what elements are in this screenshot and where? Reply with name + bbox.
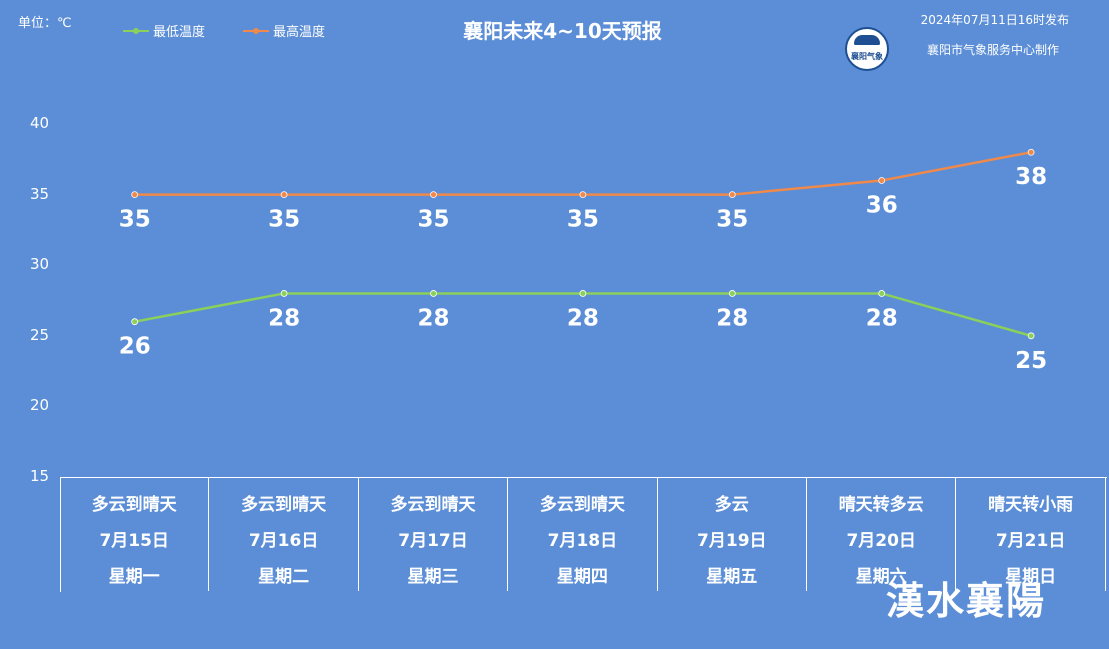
day-column: 多云到晴天 7月17日星期三	[359, 477, 509, 591]
logo-roof-icon	[854, 35, 880, 45]
logo-text: 襄阳气象	[851, 52, 883, 61]
day-column: 多云到晴天 7月18日星期四	[508, 477, 658, 591]
y-tick-label: 30	[30, 255, 50, 274]
weather-text: 多云到晴天	[91, 495, 177, 515]
series-line-high	[134, 151, 1032, 196]
date-label: 7月17日	[398, 531, 468, 551]
day-column: 多云到晴天 7月16日星期二	[209, 477, 359, 591]
maker-label: 襄阳市气象服务中心制作	[926, 43, 1059, 57]
legend-low[interactable]: 最低温度	[123, 21, 205, 40]
data-point[interactable]	[728, 191, 736, 199]
data-label: 28	[866, 305, 898, 331]
weekday-label: 星期二	[258, 567, 310, 587]
data-point[interactable]	[280, 191, 288, 199]
data-label: 35	[567, 207, 599, 233]
forecast-table	[60, 477, 1107, 592]
legend-high[interactable]: 最高温度	[243, 21, 325, 40]
day-column: 晴天转小雨 7月21日星期日	[956, 477, 1106, 591]
data-point[interactable]	[878, 177, 886, 184]
day-column: 多云 7月19日星期五	[658, 477, 807, 591]
weather-text: 多云到晴天	[241, 495, 327, 515]
weather-text: 晴天转小雨	[988, 495, 1074, 515]
data-point[interactable]	[430, 290, 437, 297]
date-label: 7月19日	[697, 531, 767, 551]
issued-time: 2024年07月11日16时发布	[920, 13, 1069, 27]
data-point[interactable]	[579, 191, 587, 199]
y-tick-label: 20	[30, 396, 50, 415]
day-column: 晴天转多云 7月20日星期六	[807, 477, 957, 591]
date-label: 7月16日	[248, 531, 319, 551]
weekday-label: 星期四	[556, 567, 608, 587]
data-point[interactable]	[430, 191, 437, 199]
data-point[interactable]	[280, 290, 288, 297]
legend-high-label: 最高温度	[273, 25, 326, 40]
data-label: 28	[268, 305, 300, 331]
weekday-label: 星期六	[855, 567, 907, 587]
data-point[interactable]	[131, 318, 139, 326]
data-label: 35	[716, 207, 748, 233]
data-label: 25	[1015, 348, 1047, 374]
y-tick-label: 40	[30, 114, 50, 132]
legend-low-label: 最低温度	[153, 25, 206, 40]
legend-high-swatch	[243, 26, 269, 36]
data-point[interactable]	[131, 191, 139, 199]
weekday-label: 星期五	[706, 567, 758, 587]
date-label: 7月18日	[547, 531, 618, 551]
weekday-label: 星期一	[108, 567, 160, 587]
data-point[interactable]	[579, 290, 587, 297]
date-label: 7月15日	[99, 531, 169, 551]
data-label: 36	[866, 192, 898, 218]
data-point[interactable]	[1027, 148, 1035, 156]
data-label: 35	[268, 207, 300, 233]
weather-text: 多云	[714, 495, 749, 515]
y-tick-label: 35	[30, 184, 50, 203]
data-label: 38	[1015, 164, 1047, 190]
chart-title: 襄阳未来4~10天预报	[463, 19, 662, 43]
data-label: 28	[567, 305, 599, 331]
legend-low-swatch	[123, 26, 149, 36]
data-point[interactable]	[1027, 332, 1035, 340]
unit-label: 单位：℃	[18, 16, 72, 31]
data-label: 28	[716, 305, 748, 331]
day-column: 多云到晴天 7月15日星期一	[60, 477, 210, 591]
weather-text: 多云到晴天	[539, 495, 625, 515]
date-label: 7月21日	[995, 531, 1066, 551]
date-label: 7月20日	[846, 531, 916, 551]
weather-text: 晴天转多云	[838, 495, 924, 515]
data-point[interactable]	[728, 290, 736, 297]
data-label: 26	[119, 334, 151, 360]
y-tick-label: 15	[30, 467, 50, 485]
weather-text: 多云到晴天	[390, 495, 476, 515]
data-label: 35	[417, 207, 449, 233]
data-label: 35	[119, 207, 151, 233]
weekday-label: 星期三	[407, 567, 459, 587]
watermark: 漢水襄陽	[886, 578, 1047, 623]
y-tick-label: 25	[30, 325, 50, 344]
weather-service-logo: 襄阳气象	[845, 27, 889, 71]
data-label: 28	[417, 305, 449, 331]
data-point[interactable]	[878, 290, 886, 297]
weekday-label: 星期日	[1005, 567, 1057, 587]
